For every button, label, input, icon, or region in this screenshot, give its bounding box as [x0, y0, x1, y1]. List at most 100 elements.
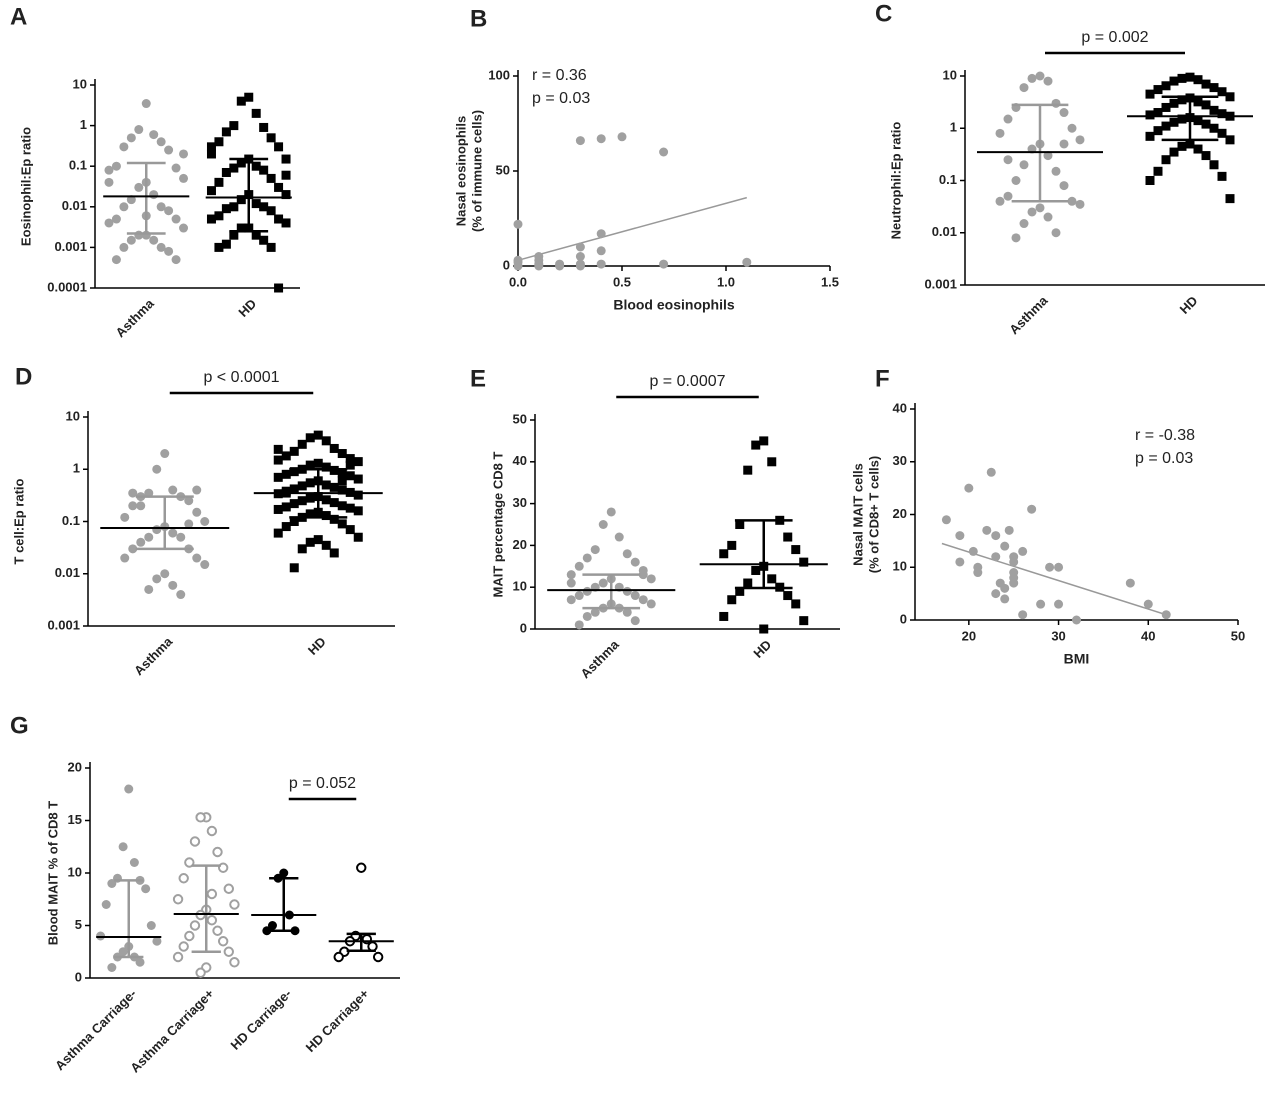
point	[353, 457, 363, 467]
point	[582, 553, 592, 563]
point	[743, 465, 753, 475]
point	[1011, 233, 1021, 243]
point	[134, 125, 144, 135]
y-tick-label: 20	[68, 759, 82, 774]
point	[1027, 504, 1037, 514]
point	[1075, 199, 1085, 209]
point	[262, 926, 272, 936]
point	[274, 182, 284, 192]
point	[767, 457, 777, 467]
point	[144, 584, 154, 594]
point	[751, 565, 761, 575]
point	[289, 499, 299, 509]
y-tick-label: 5	[75, 917, 82, 932]
point	[156, 137, 166, 147]
point	[622, 549, 632, 559]
point	[266, 242, 276, 252]
point	[189, 920, 201, 931]
panel-letter: F	[875, 365, 890, 392]
point	[274, 283, 284, 293]
point	[189, 836, 201, 847]
point	[223, 946, 234, 957]
point	[1153, 108, 1163, 118]
point	[160, 569, 170, 579]
point	[1051, 166, 1061, 176]
point	[598, 578, 608, 588]
point	[719, 611, 729, 621]
point	[1003, 155, 1013, 165]
point	[1003, 114, 1013, 124]
point	[617, 132, 627, 142]
point	[534, 261, 544, 271]
point	[1161, 121, 1171, 131]
point	[1145, 110, 1155, 120]
point	[281, 451, 291, 461]
point	[991, 552, 1001, 562]
point	[251, 108, 261, 118]
point	[176, 590, 186, 600]
point	[1072, 615, 1081, 625]
point	[1225, 194, 1235, 204]
category-label: HD Carriage+	[303, 986, 372, 1055]
point	[179, 223, 189, 233]
y-tick-label: 30	[513, 495, 527, 510]
point	[1009, 557, 1019, 567]
point	[1027, 207, 1037, 217]
point	[1177, 141, 1187, 151]
point	[646, 599, 656, 609]
point	[281, 522, 291, 532]
point	[134, 182, 144, 192]
point	[212, 846, 223, 858]
point	[279, 868, 289, 878]
panel-letter: G	[10, 712, 29, 739]
point	[1153, 126, 1163, 136]
point	[111, 214, 121, 224]
category-label: HD	[1177, 293, 1201, 317]
y-tick-label: 10	[943, 67, 957, 82]
point	[791, 545, 801, 555]
x-tick-label: 20	[962, 628, 976, 643]
point	[212, 925, 223, 936]
point	[767, 574, 777, 584]
point	[136, 501, 146, 511]
point	[111, 161, 121, 171]
point	[168, 580, 178, 590]
y-axis-label: (% of CD8+ T cells)	[866, 456, 881, 573]
point	[321, 540, 331, 550]
point	[630, 591, 640, 601]
point	[305, 433, 315, 443]
point	[192, 553, 202, 563]
x-tick-label: 50	[1231, 628, 1245, 643]
point	[1000, 541, 1010, 551]
point	[356, 862, 367, 873]
point	[353, 474, 363, 484]
point	[598, 520, 608, 529]
point	[1193, 144, 1203, 154]
annotation: p = 0.03	[1135, 450, 1193, 467]
y-tick-label: 0.01	[62, 198, 87, 213]
panel-letter: E	[470, 365, 486, 392]
y-axis-label: Neutrophil:Ep ratio	[888, 122, 903, 240]
y-tick-label: 10	[513, 579, 527, 594]
point	[146, 921, 156, 930]
panel-letter: D	[15, 363, 32, 390]
point	[172, 894, 184, 905]
point	[244, 92, 254, 102]
point	[372, 951, 384, 963]
point	[229, 899, 240, 910]
point	[590, 545, 600, 555]
point	[273, 504, 283, 514]
point	[582, 611, 592, 621]
point	[719, 549, 729, 559]
point	[156, 242, 166, 252]
point	[160, 449, 170, 459]
point	[221, 167, 231, 177]
point	[1075, 135, 1085, 145]
panel-letter: C	[875, 0, 892, 27]
point	[735, 586, 745, 596]
point	[1161, 155, 1171, 165]
point	[1059, 181, 1069, 191]
point	[596, 246, 606, 256]
point	[281, 502, 291, 512]
point	[596, 259, 606, 269]
